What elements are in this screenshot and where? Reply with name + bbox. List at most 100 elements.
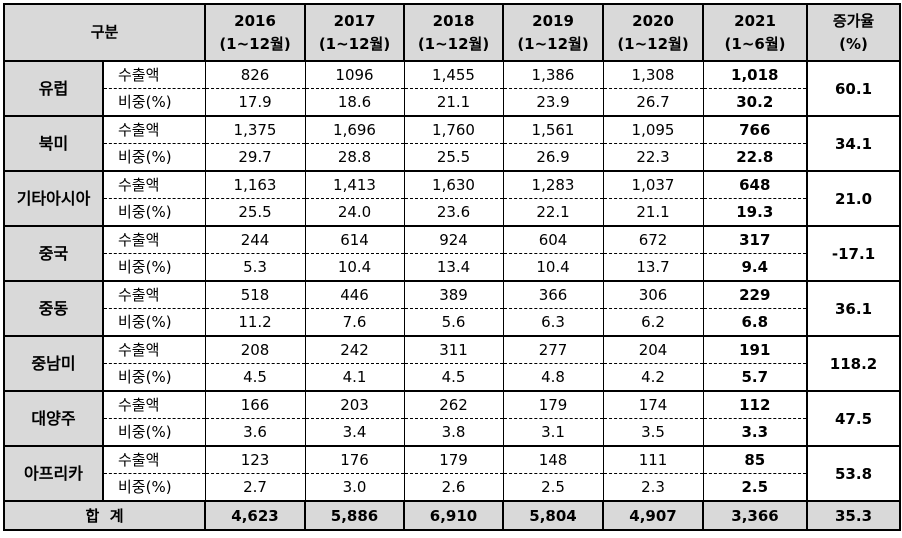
share-label: 비중(%) <box>101 473 206 502</box>
export-value: 244 <box>204 225 306 254</box>
export-value: 111 <box>602 445 704 474</box>
region-name: 중국 <box>3 225 104 282</box>
export-value: 204 <box>602 335 704 364</box>
share-value: 29.7 <box>204 143 306 172</box>
export-value: 277 <box>502 335 604 364</box>
share-value: 11.2 <box>204 308 306 337</box>
export-label: 수출액 <box>101 170 206 199</box>
export-value: 614 <box>304 225 405 254</box>
region-export-row: 북미 수출액 1,375 1,696 1,760 1,561 1,095 766 34.1 <box>3 115 902 172</box>
year-header: 2019 (1~12월) <box>502 3 605 62</box>
share-value: 4.2 <box>602 363 704 392</box>
growth-rate: 53.8 <box>806 445 902 501</box>
export-value: 166 <box>204 390 306 419</box>
export-value: 85 <box>702 445 808 474</box>
share-value: 3.8 <box>403 418 504 447</box>
total-value: 5,804 <box>502 500 605 531</box>
total-value: 4,907 <box>602 500 705 531</box>
export-value: 242 <box>304 335 405 364</box>
export-value: 208 <box>204 335 306 364</box>
export-value: 1,018 <box>702 60 808 89</box>
export-value: 604 <box>502 225 604 254</box>
export-value: 229 <box>702 280 808 309</box>
growth-rate: 36.1 <box>806 280 902 336</box>
share-value: 21.1 <box>602 198 704 227</box>
year-header: 2021 (1~6월) <box>702 3 809 62</box>
export-value: 1,696 <box>304 115 405 144</box>
share-value: 3.3 <box>702 418 808 447</box>
share-value: 4.5 <box>403 363 504 392</box>
export-value: 648 <box>702 170 808 199</box>
export-value: 179 <box>502 390 604 419</box>
region-name: 중동 <box>3 280 104 337</box>
share-value: 3.6 <box>204 418 306 447</box>
export-by-region-table: 구분 2016 (1~12월) 2017 (1~12월) 2018 (1~12월) 2… <box>2 3 902 531</box>
export-value: 446 <box>304 280 405 309</box>
export-value: 262 <box>403 390 504 419</box>
export-value: 1,283 <box>502 170 604 199</box>
share-value: 23.9 <box>502 88 604 117</box>
region-share-row: 비중(%) 4.5 4.1 4.5 4.8 4.2 5.7 <box>4 363 900 392</box>
share-value: 2.3 <box>602 473 704 502</box>
share-value: 7.6 <box>304 308 405 337</box>
share-value: 4.8 <box>502 363 604 392</box>
export-value: 366 <box>502 280 604 309</box>
region-export-row: 중국 수출액 244 614 924 604 672 317 -17.1 <box>3 225 902 282</box>
share-value: 23.6 <box>403 198 504 227</box>
region-share-row: 비중(%) 29.7 28.8 25.5 26.9 22.3 22.8 <box>4 143 900 172</box>
total-value: 3,366 <box>702 500 809 531</box>
export-value: 176 <box>304 445 405 474</box>
share-value: 26.9 <box>502 143 604 172</box>
share-label: 비중(%) <box>101 253 206 282</box>
share-value: 2.6 <box>403 473 504 502</box>
export-value: 1,308 <box>602 60 704 89</box>
total-row: 합 계 4,623 5,886 6,910 5,804 4,907 3,366 35.3 <box>2 500 902 531</box>
export-label: 수출액 <box>101 390 206 419</box>
export-value: 389 <box>403 280 504 309</box>
share-value: 25.5 <box>403 143 504 172</box>
share-value: 18.6 <box>304 88 405 117</box>
share-label: 비중(%) <box>101 88 206 117</box>
year-header: 2018 (1~12월) <box>403 3 505 62</box>
region-export-row: 기타아시아 수출액 1,163 1,413 1,630 1,283 1,037 648 21.0 <box>3 170 902 227</box>
share-value: 3.5 <box>602 418 704 447</box>
region-name: 유럽 <box>3 60 104 117</box>
region-name: 아프리카 <box>3 445 104 502</box>
share-value: 22.3 <box>602 143 704 172</box>
share-value: 26.7 <box>602 88 704 117</box>
export-value: 518 <box>204 280 306 309</box>
total-value: 5,886 <box>304 500 406 531</box>
share-label: 비중(%) <box>101 308 206 337</box>
region-share-row: 비중(%) 2.7 3.0 2.6 2.5 2.3 2.5 <box>4 473 900 502</box>
export-value: 191 <box>702 335 808 364</box>
export-value: 1,455 <box>403 60 504 89</box>
header-row: 구분 2016 (1~12월) 2017 (1~12월) 2018 (1~12월) 2… <box>2 3 902 62</box>
share-value: 21.1 <box>403 88 504 117</box>
export-value: 1,386 <box>502 60 604 89</box>
region-name: 기타아시아 <box>3 170 104 227</box>
share-value: 6.3 <box>502 308 604 337</box>
share-label: 비중(%) <box>101 363 206 392</box>
share-value: 5.3 <box>204 253 306 282</box>
share-value: 2.7 <box>204 473 306 502</box>
export-value: 1,375 <box>204 115 306 144</box>
region-name: 북미 <box>3 115 104 172</box>
export-value: 1096 <box>304 60 405 89</box>
region-name: 대양주 <box>3 390 104 447</box>
region-share-row: 비중(%) 5.3 10.4 13.4 10.4 13.7 9.4 <box>4 253 900 282</box>
export-label: 수출액 <box>101 115 206 144</box>
total-value: 4,623 <box>204 500 307 531</box>
region-share-row: 비중(%) 17.9 18.6 21.1 23.9 26.7 30.2 <box>4 88 900 117</box>
growth-rate: 60.1 <box>806 60 902 116</box>
year-header: 2020 (1~12월) <box>602 3 705 62</box>
share-value: 28.8 <box>304 143 405 172</box>
share-value: 6.2 <box>602 308 704 337</box>
share-label: 비중(%) <box>101 198 206 227</box>
export-value: 174 <box>602 390 704 419</box>
region-export-row: 중동 수출액 518 446 389 366 306 229 36.1 <box>3 280 902 337</box>
export-value: 306 <box>602 280 704 309</box>
export-label: 수출액 <box>101 280 206 309</box>
share-value: 13.7 <box>602 253 704 282</box>
share-value: 13.4 <box>403 253 504 282</box>
export-value: 1,413 <box>304 170 405 199</box>
